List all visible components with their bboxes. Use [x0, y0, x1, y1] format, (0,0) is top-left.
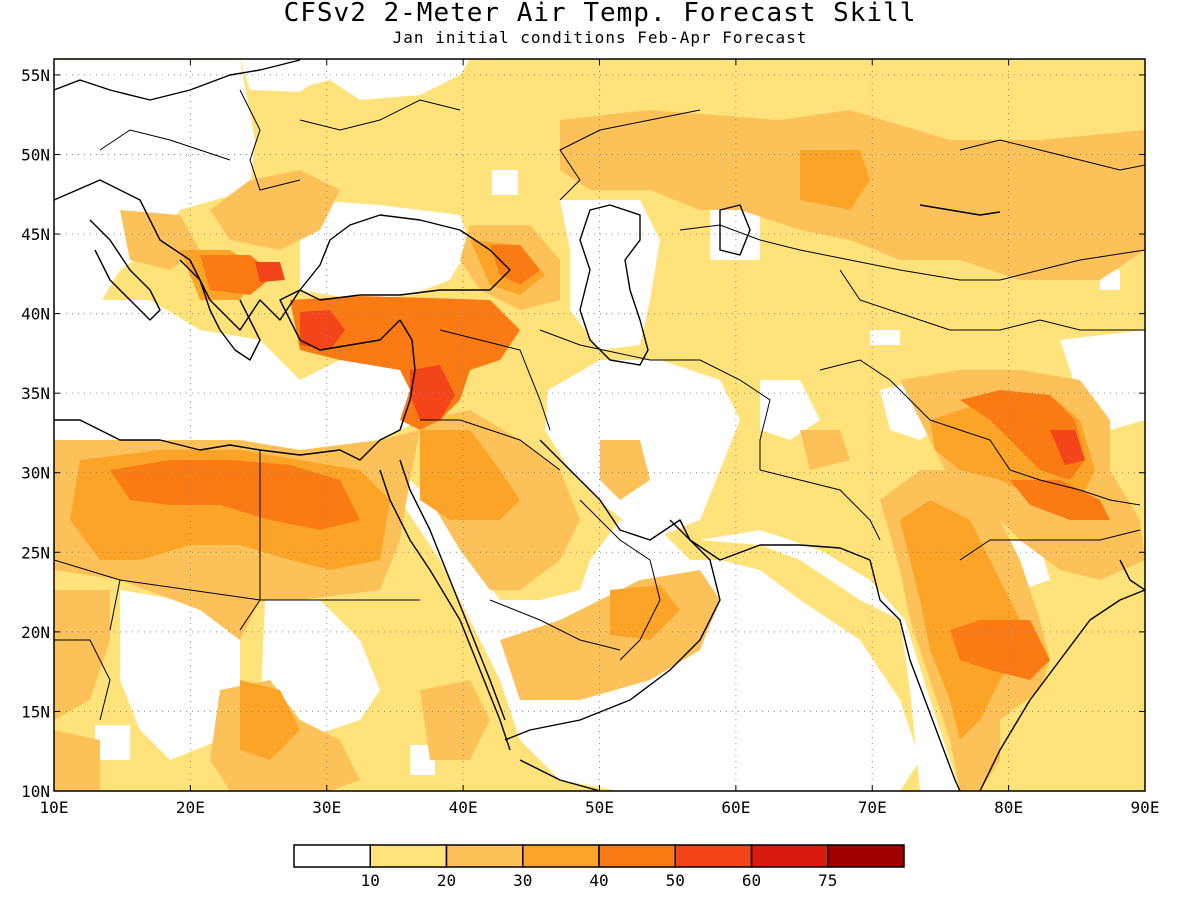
north-africa-coast	[54, 369, 416, 461]
legend-swatch	[750, 844, 829, 868]
legend-label: 50	[666, 871, 685, 890]
legend-label: 60	[742, 871, 761, 890]
legend-swatch	[598, 844, 676, 868]
legend-swatch	[369, 844, 448, 868]
x-tick-label: 40E	[449, 798, 478, 817]
x-tick-label: 30E	[312, 798, 341, 817]
figure-title: CFSv2 2-Meter Air Temp. Forecast Skill	[283, 0, 917, 28]
x-axis: 10E 20E 30E 40E 50E 60E 70E 80E 90E	[40, 59, 1160, 817]
india-east-coast	[979, 589, 1145, 791]
italy	[89, 219, 161, 321]
legend-swatch	[522, 844, 600, 868]
political-borders	[54, 89, 1145, 721]
balkans-greece	[179, 259, 261, 361]
persian-gulf	[539, 439, 871, 561]
x-tick-label: 70E	[858, 798, 887, 817]
skill-40-50	[110, 245, 1110, 680]
red-sea-west	[379, 469, 511, 751]
legend-swatch	[293, 844, 371, 868]
legend-label: 20	[437, 871, 456, 890]
y-tick-label: 25N	[21, 543, 50, 562]
levant-coast	[399, 319, 416, 371]
y-tick-label: 20N	[21, 623, 50, 642]
y-tick-label: 15N	[21, 702, 50, 721]
y-tick-label: 45N	[21, 225, 50, 244]
y-tick-label: 40N	[21, 305, 50, 324]
legend-label: 30	[513, 871, 532, 890]
anatomia-south-coast	[279, 289, 401, 351]
legend-label: 75	[818, 871, 837, 890]
x-tick-label: 60E	[721, 798, 750, 817]
legend-swatch	[674, 844, 753, 868]
y-tick-label: 30N	[21, 464, 50, 483]
legend-label: 40	[589, 871, 608, 890]
coastlines	[54, 59, 1145, 791]
lake-balkhash	[919, 204, 1001, 216]
legend-swatch	[827, 844, 905, 868]
x-tick-label: 90E	[1131, 798, 1160, 817]
graticule	[54, 59, 1145, 791]
legend-swatch	[445, 844, 524, 868]
somalia-coast	[519, 759, 601, 791]
y-tick-label: 35N	[21, 384, 50, 403]
black-sea-coast	[299, 214, 511, 301]
legend-label: 10	[361, 871, 380, 890]
y-tick-label: 50N	[21, 145, 50, 164]
x-tick-label: 20E	[176, 798, 205, 817]
skill-50-60	[255, 262, 1085, 465]
aral-sea	[719, 204, 751, 256]
y-axis: 10N 15N 20N 25N 30N 35N 40N 45N 50N 55N	[21, 66, 1145, 801]
bay-of-bengal	[1119, 559, 1145, 591]
caspian-sea	[579, 204, 649, 366]
red-sea-east	[399, 459, 506, 721]
x-tick-label: 80E	[994, 798, 1023, 817]
x-tick-label: 10E	[40, 798, 69, 817]
arabia-south-coast	[504, 519, 721, 741]
india-west-coast	[869, 559, 961, 791]
y-tick-label: 55N	[21, 66, 50, 85]
baltic-coast	[54, 59, 301, 101]
skill-field	[54, 59, 1145, 791]
y-tick-label: 10N	[21, 782, 50, 801]
x-tick-label: 50E	[585, 798, 614, 817]
figure-subtitle: Jan initial conditions Feb-Apr Forecast	[392, 28, 808, 47]
color-legend: 10 20 30 40 50 60 75	[293, 844, 905, 890]
